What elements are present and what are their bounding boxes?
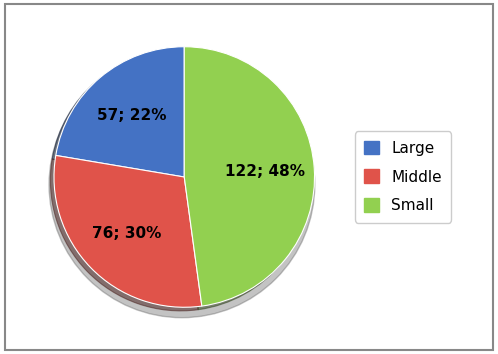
Wedge shape xyxy=(54,155,202,307)
Text: 76; 30%: 76; 30% xyxy=(92,226,161,241)
Wedge shape xyxy=(56,47,184,177)
Text: 57; 22%: 57; 22% xyxy=(97,108,167,123)
Legend: Large, Middle, Small: Large, Middle, Small xyxy=(355,131,451,223)
Text: 122; 48%: 122; 48% xyxy=(225,164,305,179)
Ellipse shape xyxy=(49,52,315,318)
Wedge shape xyxy=(184,47,315,306)
